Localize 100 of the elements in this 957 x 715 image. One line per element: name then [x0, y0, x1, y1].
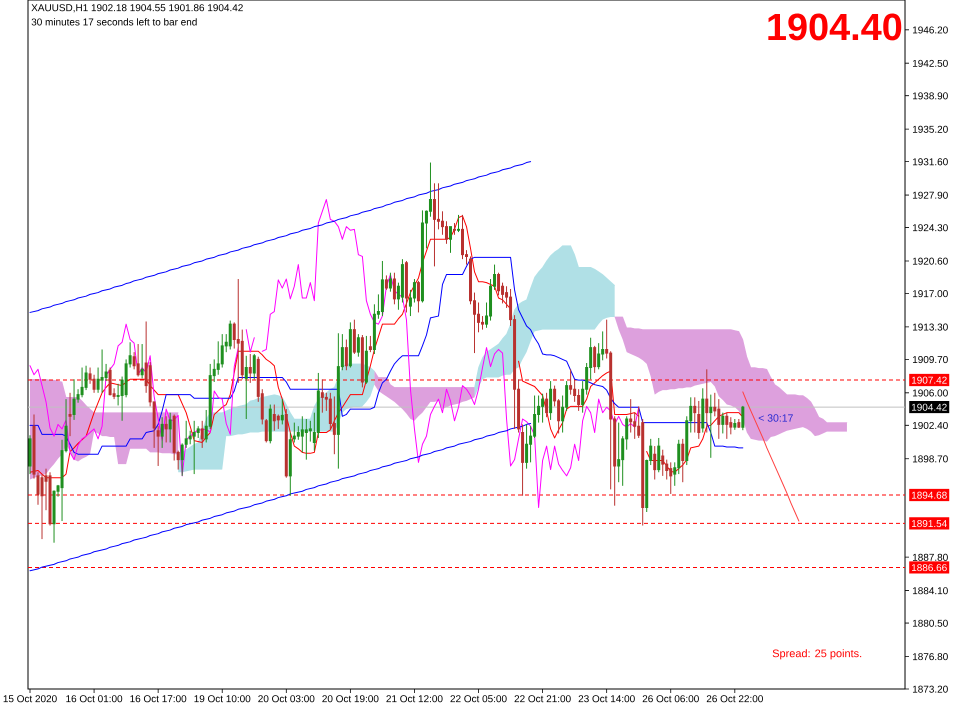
candlestick: [549, 380, 552, 420]
ref-line-label: 1891.54: [912, 520, 947, 528]
candlestick: [737, 418, 740, 429]
y-tick-label: 1884.10: [912, 587, 948, 594]
x-tick-label: 20 Oct 03:00: [258, 695, 314, 702]
y-tick-label: 1880.50: [912, 620, 948, 627]
candlestick: [220, 334, 224, 368]
chart-subtitle: XAUUSD,H1 1902.18 1904.55 1901.86 1904.42: [31, 4, 243, 12]
candlestick: [68, 392, 72, 437]
y-tick-label: 1876.80: [912, 653, 948, 660]
candlestick: [717, 398, 720, 440]
candlestick: [92, 374, 96, 394]
candlestick: [392, 272, 396, 305]
y-tick-label: 1906.00: [912, 389, 948, 396]
candlestick: [352, 319, 356, 354]
ref-line-label: 1904.42: [912, 404, 947, 411]
candlestick: [36, 472, 40, 506]
annotation: Spread: 25 points.: [772, 649, 862, 660]
candlestick: [100, 348, 104, 394]
y-tick-label: 1946.20: [912, 26, 948, 34]
candlestick: [276, 414, 280, 430]
y-tick-label: 1917.00: [912, 290, 948, 298]
candlestick: [452, 222, 456, 236]
annotation: < 30:17: [758, 414, 793, 422]
x-tick-label: 22 Oct 05:00: [450, 695, 507, 702]
y-tick-label: 1873.20: [912, 686, 948, 693]
x-tick-label: 19 Oct 10:00: [194, 695, 250, 702]
y-tick-label: 1902.40: [912, 422, 948, 430]
chart-title: 1904.40: [768, 14, 902, 40]
candlestick: [344, 339, 348, 371]
candlestick: [136, 344, 140, 378]
ref-line-label: 1886.66: [912, 564, 947, 572]
x-tick-label: 16 Oct 17:00: [130, 695, 186, 702]
candlestick: [597, 342, 600, 370]
candlestick: [545, 392, 548, 418]
candlestick: [160, 416, 164, 448]
x-tick-label: 26 Oct 06:00: [642, 695, 699, 702]
x-tick-label: 26 Oct 22:00: [706, 695, 763, 702]
candlestick: [705, 368, 708, 434]
candlestick: [573, 378, 576, 402]
candlestick: [729, 416, 732, 435]
y-tick-label: 1942.50: [912, 60, 948, 67]
candlestick: [653, 446, 656, 480]
candlestick: [481, 316, 484, 330]
y-tick-label: 1935.20: [912, 126, 948, 133]
y-tick-label: 1924.30: [912, 224, 948, 232]
candlestick: [681, 438, 684, 483]
candlestick: [669, 462, 672, 494]
candlestick: [629, 398, 632, 434]
y-tick-label: 1898.70: [912, 455, 948, 462]
candlestick: [116, 383, 120, 406]
candlestick: [164, 416, 168, 443]
x-tick-label: 22 Oct 21:00: [514, 695, 571, 702]
y-tick-label: 1887.80: [912, 554, 948, 561]
candlestick: [541, 393, 544, 424]
candlestick: [292, 422, 296, 443]
y-tick-label: 1931.60: [912, 158, 948, 166]
candlestick: [456, 214, 460, 233]
candlestick: [216, 340, 220, 376]
candlestick: [188, 430, 192, 445]
ref-line-label: 1907.42: [912, 376, 947, 384]
candlestick: [693, 396, 696, 434]
candlestick: [80, 367, 84, 398]
candlestick: [228, 320, 232, 350]
candlestick: [72, 378, 76, 420]
candlestick: [388, 272, 392, 292]
candlestick: [677, 439, 680, 475]
candlestick: [697, 400, 700, 440]
candlestick: [104, 363, 108, 382]
candlestick: [296, 426, 300, 440]
candlestick: [497, 272, 500, 296]
candlestick: [192, 420, 196, 475]
candlestick: [725, 412, 728, 440]
candlestick: [332, 396, 336, 455]
x-tick-label: 16 Oct 01:00: [66, 695, 122, 702]
candlestick: [593, 345, 596, 374]
candlestick: [300, 416, 304, 453]
x-tick-label: 21 Oct 12:00: [386, 695, 443, 702]
candlestick: [448, 226, 452, 254]
candlestick: [252, 353, 256, 380]
candlestick: [721, 412, 724, 434]
candlestick: [741, 405, 744, 431]
candlestick: [569, 368, 572, 396]
candlestick: [432, 182, 436, 267]
candlestick: [617, 422, 620, 483]
candlestick: [356, 334, 360, 358]
x-tick-label: 23 Oct 14:00: [578, 695, 635, 702]
candlestick: [477, 302, 480, 333]
ref-line-label: 1894.68: [912, 492, 947, 499]
annotation: 30 minutes 17 seconds left to bar end: [32, 18, 197, 26]
candlestick: [232, 322, 236, 350]
candlestick: [436, 182, 440, 230]
candlestick: [577, 388, 580, 412]
x-tick-label: 15 Oct 2020: [4, 695, 57, 702]
y-tick-label: 1920.60: [912, 258, 948, 265]
y-tick-label: 1938.90: [912, 92, 948, 100]
candlestick: [665, 459, 668, 480]
candlestick: [304, 418, 308, 460]
candlestick: [368, 335, 372, 353]
candlestick: [196, 426, 200, 438]
